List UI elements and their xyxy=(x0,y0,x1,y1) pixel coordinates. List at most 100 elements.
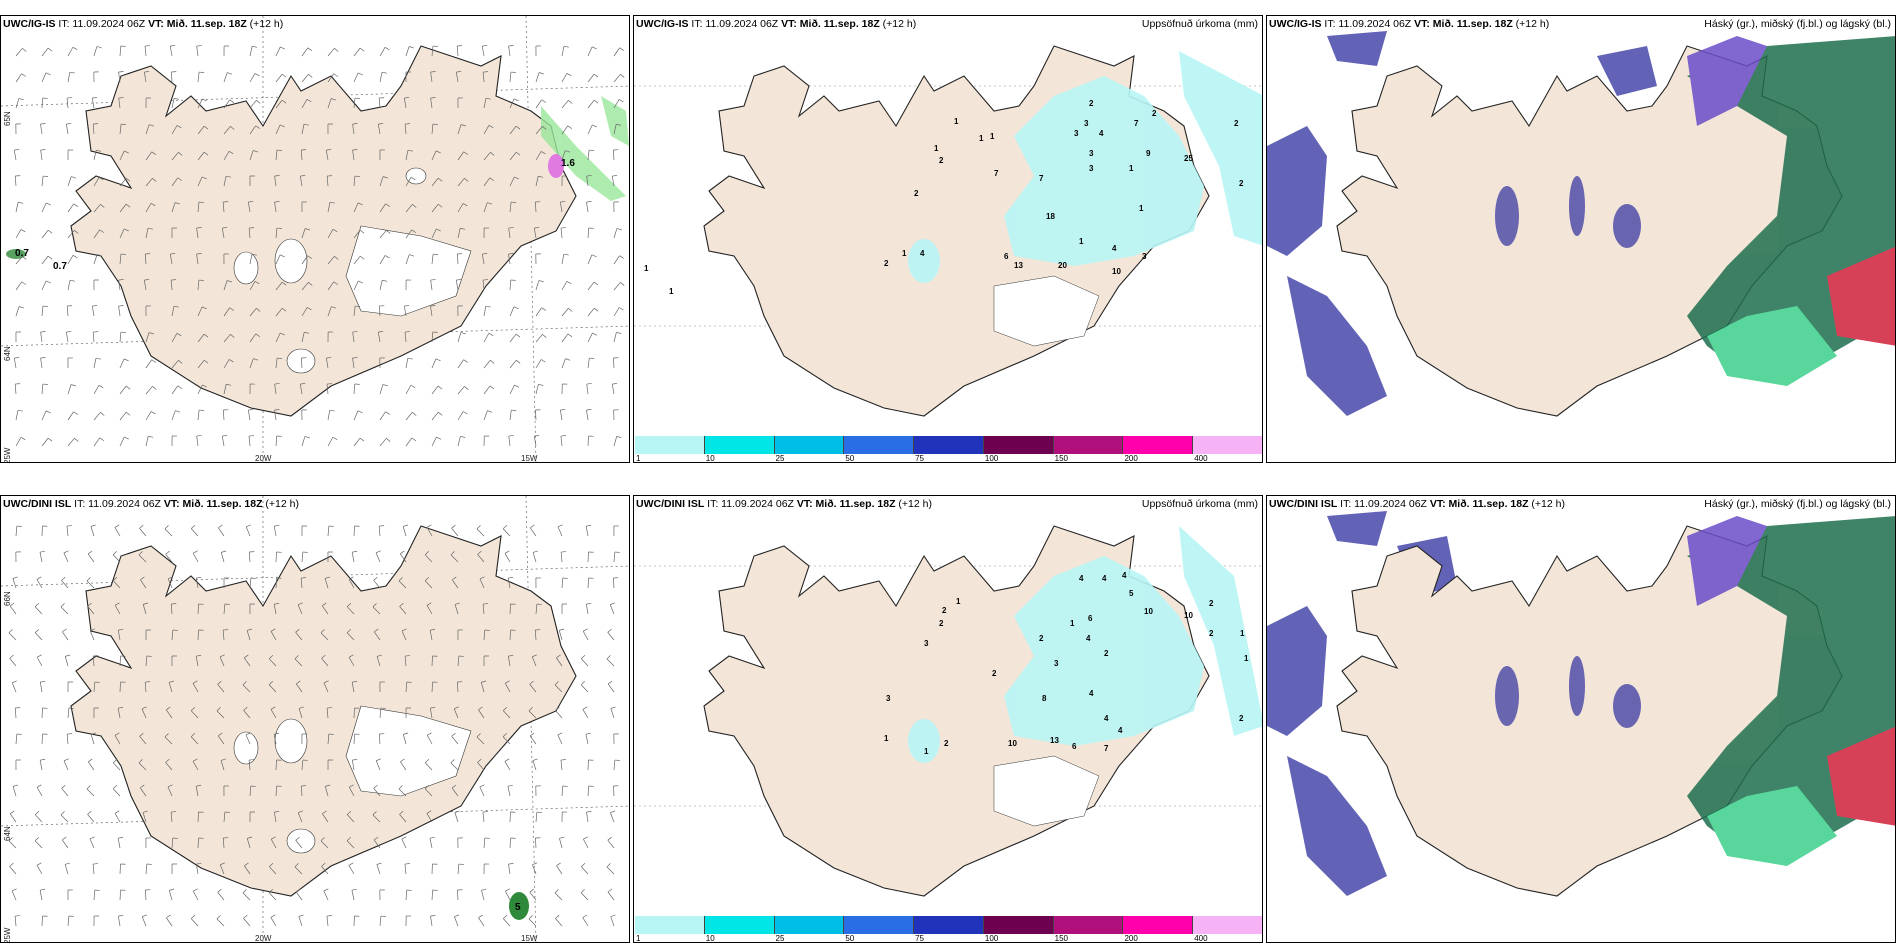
wind-barb-flag xyxy=(451,576,457,581)
wind-barb xyxy=(378,98,381,109)
wind-barb-flag xyxy=(386,230,391,234)
wind-barb-flag xyxy=(528,915,533,920)
wind-barb-flag xyxy=(454,810,460,813)
wind-barb xyxy=(41,410,47,421)
wind-barb xyxy=(613,228,618,239)
wind-barb xyxy=(327,281,335,291)
wind-barb xyxy=(242,892,251,901)
wind-barb xyxy=(219,656,225,667)
wind-barb-flag xyxy=(607,836,612,841)
wind-barb xyxy=(480,682,485,693)
wind-barb-flag xyxy=(332,436,338,440)
wind-barb xyxy=(138,554,147,563)
wind-barb xyxy=(424,554,433,563)
wind-barb-flag xyxy=(580,681,585,686)
precip-title: Uppsöfnuð úrkoma (mm) xyxy=(1141,18,1258,30)
wind-barb-flag xyxy=(593,281,599,286)
wind-barb-flag xyxy=(568,308,573,312)
colorbar-label: 1 xyxy=(636,934,641,943)
wind-barb xyxy=(41,98,44,109)
wind-barb xyxy=(192,891,199,901)
wind-barb xyxy=(483,410,488,421)
wind-barb xyxy=(275,150,278,161)
wind-barb xyxy=(613,760,616,771)
wind-barb-flag xyxy=(412,412,417,416)
wind-barb-flag xyxy=(98,177,104,181)
wind-barb-flag xyxy=(348,654,354,658)
wind-barb xyxy=(535,176,539,187)
wind-barb-flag xyxy=(196,576,202,579)
wind-barb-flag xyxy=(606,655,611,660)
wind-barb xyxy=(351,552,355,563)
wind-barb-flag xyxy=(321,654,326,659)
wind-barb xyxy=(217,892,225,901)
wind-barb-flag xyxy=(355,305,361,307)
wind-barb xyxy=(275,577,277,589)
wind-barb xyxy=(171,152,179,161)
wind-barb-flag xyxy=(586,409,592,411)
wind-barb-flag xyxy=(348,576,354,580)
wind-barb xyxy=(114,605,121,615)
precip-value-label: 4 xyxy=(1079,574,1084,583)
wind-barb xyxy=(453,708,459,719)
wind-barb xyxy=(145,436,149,447)
wind-barb xyxy=(41,306,44,317)
wind-barb xyxy=(502,528,511,537)
wind-barb xyxy=(402,734,407,745)
wind-barb xyxy=(66,98,69,109)
wind-barb xyxy=(171,838,174,849)
wind-barb-flag xyxy=(567,125,573,130)
wind-barb xyxy=(190,528,199,537)
wind-barb-flag xyxy=(69,71,75,74)
wind-barb xyxy=(481,46,485,57)
wind-barb-flag xyxy=(410,177,416,181)
wind-barb xyxy=(87,761,95,771)
wind-barb xyxy=(144,890,147,901)
wind-barb-flag xyxy=(221,550,227,553)
wind-barb xyxy=(431,177,439,187)
wind-barb xyxy=(301,552,304,563)
wind-barb-flag xyxy=(359,437,365,442)
wind-barb-flag xyxy=(114,524,120,528)
wind-barb-flag xyxy=(329,201,335,204)
wind-barb xyxy=(223,604,226,615)
wind-barb xyxy=(67,255,74,265)
wind-barb-flag xyxy=(426,810,432,814)
wind-barb xyxy=(300,150,303,161)
precip-value-label: 2 xyxy=(1209,599,1214,608)
wind-barb xyxy=(197,151,205,161)
wind-barb xyxy=(373,580,381,589)
wind-barb xyxy=(301,99,308,109)
wind-barb xyxy=(93,890,96,901)
wind-barb xyxy=(351,890,355,901)
wind-barb-flag xyxy=(430,706,436,709)
wind-barb xyxy=(93,412,101,421)
wind-barb-flag xyxy=(18,98,24,101)
wind-barb-flag xyxy=(489,177,495,182)
wind-barb-flag xyxy=(169,888,175,891)
wind-barb xyxy=(379,72,383,83)
wind-barb xyxy=(15,256,23,265)
colorbar-label: 50 xyxy=(845,934,855,943)
wind-barb xyxy=(586,202,589,213)
wind-barb xyxy=(114,813,121,823)
wind-barb xyxy=(144,682,147,693)
wind-barb-flag xyxy=(165,550,170,555)
longitude-label: 15W xyxy=(521,934,538,943)
wind-barb-flag xyxy=(20,229,26,233)
wind-barb-flag xyxy=(268,862,274,867)
precip-map-dini: 1 2 2 3 2 4 4 4 5 10 6 1 8 2 3 4 2 10 2 … xyxy=(634,525,1262,897)
wind-barb-flag xyxy=(9,654,14,659)
wind-barb xyxy=(379,384,384,395)
wind-barb-flag xyxy=(47,47,53,52)
wind-barb xyxy=(401,838,407,849)
wind-barb xyxy=(145,411,152,421)
wind-barb xyxy=(301,760,304,771)
wind-barb-flag xyxy=(556,862,561,866)
precip-value-label: 4 xyxy=(920,249,925,258)
wind-barb-flag xyxy=(430,97,436,99)
wind-barb-flag xyxy=(242,681,247,686)
wind-barb xyxy=(585,604,589,615)
wind-barb-flag xyxy=(294,655,299,660)
wind-barb xyxy=(197,629,199,641)
